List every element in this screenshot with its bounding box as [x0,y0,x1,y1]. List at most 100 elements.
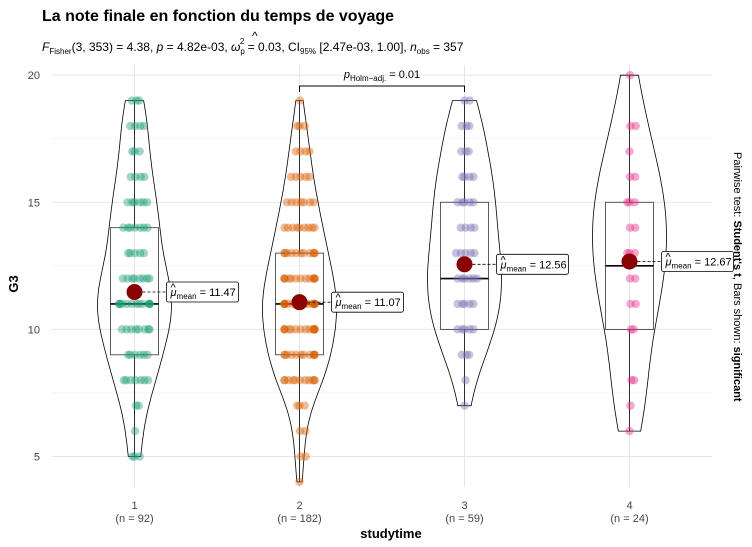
data-point [288,223,297,232]
mean-label-box [331,291,404,313]
data-point [119,223,128,232]
data-point [464,147,473,156]
data-point [453,274,462,283]
data-point [280,299,289,309]
pairwise-comparison: pHolm−adj. = 0.01 [299,69,465,92]
data-point [299,248,308,258]
x-tick-count: (n = 59) [445,513,483,525]
violin-2 [262,100,337,483]
mean-label-box [661,251,734,272]
data-point [453,325,462,334]
data-point [280,376,289,385]
data-point [118,274,128,283]
data-point [287,248,296,258]
data-point [142,198,152,207]
data-point [626,325,636,334]
data-point [465,198,474,207]
y-tick-label: 15 [28,197,40,209]
data-point [115,299,124,309]
data-point [280,299,289,309]
data-point [296,350,306,360]
data-point [138,299,148,309]
data-point [460,299,469,309]
data-point [287,198,296,207]
data-point [305,248,315,258]
data-point [126,376,135,385]
data-point [126,223,135,232]
data-point [143,223,152,232]
data-point [130,274,139,283]
data-point [310,376,319,385]
data-point [291,274,300,283]
data-point [301,172,310,182]
data-point [291,325,300,334]
data-point [295,401,304,410]
pairwise-bracket [299,85,465,92]
data-point [136,121,145,131]
data-point [625,426,634,436]
data-point [284,274,294,283]
mean-point-1 [126,284,143,301]
data-point [128,147,137,156]
data-point [627,376,636,385]
data-point [310,248,319,258]
data-point [469,198,478,207]
data-point [305,350,315,360]
data-point [135,147,144,156]
data-point [308,376,317,385]
data-point [310,299,319,309]
data-point [130,223,140,232]
data-point [127,299,136,309]
data-point [295,96,305,105]
data-point [130,198,139,207]
chart-title: La note finale en fonction du temps de v… [42,8,394,25]
data-point [123,198,132,207]
data-point [305,274,314,283]
data-point [461,147,471,156]
data-point [291,147,300,156]
data-point [145,299,154,309]
data-point [465,325,474,334]
data-point [126,350,135,360]
data-point [121,376,131,385]
data-point [460,96,469,105]
data-point [135,198,144,207]
data-point [126,248,135,258]
violin-1 [97,100,172,457]
data-point [630,376,639,385]
data-point [145,325,154,334]
data-point [301,274,310,283]
data-point [140,172,149,182]
data-point [456,223,465,232]
mean-hat: ^ [501,254,507,266]
data-point [630,198,639,207]
data-point [457,350,466,360]
data-point [282,198,292,207]
data-point [301,452,310,461]
side-caption: Pairwise test: Student's t, Bars shown: … [731,152,743,402]
data-point [310,274,319,283]
data-point [310,350,319,360]
data-point [132,96,141,105]
data-point [456,248,465,258]
data-point [280,325,289,334]
data-point [280,248,289,258]
y-tick-label: 5 [34,451,40,463]
data-point [280,325,289,334]
x-tick-count: (n = 182) [277,513,321,525]
data-point [460,325,469,334]
data-point [296,147,305,156]
data-point [127,325,136,334]
x-tick-count: (n = 24) [610,513,648,525]
data-point [295,121,304,131]
data-point [123,274,132,283]
data-point [629,325,638,334]
data-point [626,299,635,309]
data-point [280,376,289,385]
data-point [304,376,314,385]
data-point [280,274,289,283]
data-point [300,121,309,131]
mean-hat: ^ [336,292,342,304]
x-tick-count: (n = 92) [115,513,153,525]
omega-hat-mark: ^ [252,29,258,43]
